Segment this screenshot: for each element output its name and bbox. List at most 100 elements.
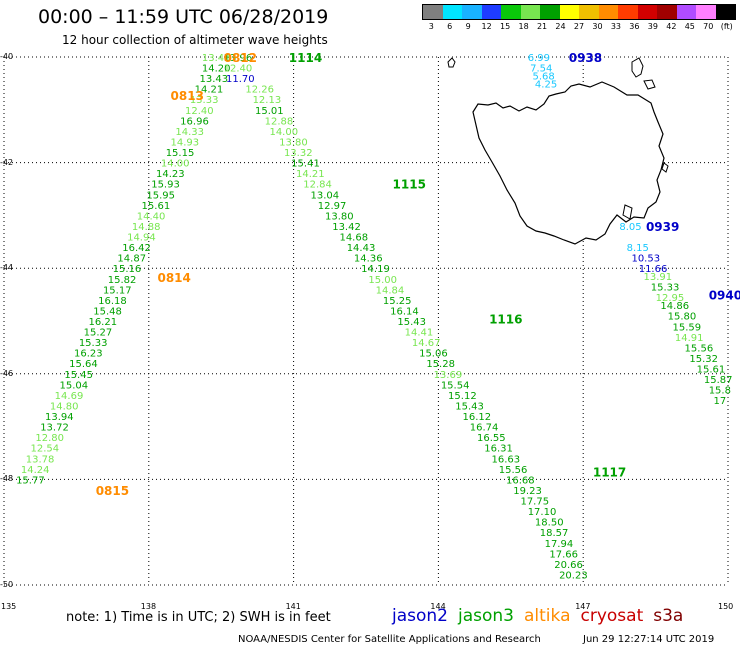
- satellite-legend-jason2: jason2: [392, 606, 448, 626]
- legend-swatch: [579, 5, 599, 19]
- legend-swatch: [598, 5, 618, 19]
- swh-value-label: 14.80: [50, 401, 79, 412]
- swh-value-label: 18.50: [535, 518, 564, 529]
- legend-swatch: [481, 5, 501, 19]
- swh-value-label: 15.41: [291, 159, 320, 170]
- swh-value-label: 13.94: [45, 412, 74, 423]
- swh-value-label: 15.17: [103, 285, 132, 296]
- swh-value-label: 14.84: [376, 285, 405, 296]
- swh-value-label: 14.19: [361, 264, 390, 275]
- swh-value-label: 12.88: [265, 116, 294, 127]
- lat-tick-label: -46: [0, 368, 14, 378]
- swh-value-label: 15.77: [16, 475, 45, 486]
- legend-swatch: [696, 5, 716, 19]
- swh-value-label: 14.40: [137, 211, 166, 222]
- legend-label: 30: [592, 22, 603, 31]
- lon-tick-label: 135: [1, 602, 17, 611]
- swh-value-label: 14.69: [55, 391, 84, 402]
- swh-value-label: 17.10: [528, 507, 557, 518]
- swh-value-label: 14.41: [405, 328, 434, 339]
- swh-value-label: 14.94: [127, 233, 156, 244]
- satellite-legend-s3a: s3a: [653, 606, 684, 626]
- swh-value-label: 14.68: [339, 233, 368, 244]
- legend-label: 45: [684, 22, 695, 31]
- track-time-label: 1116: [489, 312, 522, 326]
- swh-value-label: 20.66: [554, 560, 583, 571]
- swh-value-label: 14.00: [269, 127, 298, 138]
- track-time-labels: 0812 0813 0814 0815 1114 1115 1116 1117 0938 0939…: [96, 51, 740, 498]
- swh-value-label: 12.97: [318, 201, 347, 212]
- swh-value-label: 17: [714, 396, 727, 407]
- swh-value-label: 13.42: [332, 222, 361, 233]
- lon-tick-label: 138: [140, 602, 157, 611]
- satellite-legend-cryosat: cryosat: [580, 606, 644, 626]
- units-note: note: 1) Time is in UTC; 2) SWH is in fe…: [66, 610, 331, 625]
- swh-value-label: 15.43: [397, 317, 426, 328]
- lat-tick-label: -50: [0, 580, 14, 589]
- legend-swatch: [462, 5, 482, 19]
- swh-value-label: 8.05: [619, 222, 641, 233]
- swh-value-label: 15.80: [668, 312, 697, 323]
- lon-tick-label: 147: [575, 602, 591, 611]
- swh-value-label: 16.55: [477, 433, 506, 444]
- legend-swatch: [657, 5, 677, 19]
- swh-value-label: 14.93: [171, 137, 200, 148]
- legend-label: 6: [447, 22, 453, 31]
- swh-value-label: 13.43: [202, 53, 231, 64]
- swh-value-label: 14.36: [354, 254, 383, 265]
- color-legend: 3 6 9 12 15 18 21 24 27 30 33 36 39 42 45 70 (ft): [422, 4, 736, 31]
- swh-value-label: 14.00: [161, 159, 190, 170]
- lon-tick-label: 141: [285, 602, 301, 611]
- swh-value-label: 15.93: [151, 180, 180, 191]
- legend-label: 70: [703, 22, 714, 31]
- swh-value-label: 15.06: [419, 349, 448, 360]
- lat-tick-label: -48: [0, 474, 14, 484]
- bruny-island: [622, 204, 633, 220]
- swh-value-label: 16.18: [98, 296, 127, 307]
- satellite-legend: jason2 jason3 altika cryosat s3a: [392, 606, 693, 626]
- satellite-legend-jason3: jason3: [458, 606, 514, 626]
- track-time-label: 0938: [569, 51, 602, 65]
- swh-value-label: 15.87: [704, 375, 733, 386]
- tasmania-landmass: [472, 81, 665, 245]
- legend-label: 33: [610, 22, 622, 31]
- legend-swatch: [540, 5, 560, 19]
- track-time-label: 1114: [289, 51, 322, 65]
- lon-tick-label: 150: [718, 602, 734, 611]
- swh-value-label: 15.61: [697, 365, 726, 376]
- track-time-label: 0812: [224, 51, 257, 65]
- track-time-label: 1117: [593, 465, 626, 479]
- swh-value-label: 15.16: [113, 264, 142, 275]
- swh-value-label: 16.21: [88, 317, 117, 328]
- legend-label-row: 3 6 9 12 15 18 21 24 27 30 33 36 39 42 45 70 (ft): [422, 22, 736, 31]
- legend-label: 36: [629, 22, 640, 31]
- swh-value-label: 12.84: [303, 180, 332, 191]
- swh-value-label: 17.66: [549, 549, 578, 560]
- swh-value-label: 13.69: [434, 370, 463, 381]
- lat-tick-label: -40: [0, 52, 14, 61]
- swh-value-label: 14.87: [117, 254, 146, 265]
- legend-swatch: [559, 5, 579, 19]
- swh-value-label: 13.72: [40, 423, 69, 434]
- swh-value-label: 17.75: [520, 497, 549, 508]
- legend-swatch: [520, 5, 540, 19]
- legend-label: 27: [573, 22, 585, 31]
- swh-value-label: 14.21: [296, 169, 325, 180]
- swh-value-label: 14.21: [195, 85, 224, 96]
- swh-value-label: 12.13: [253, 95, 282, 106]
- swh-value-label: 12.95: [656, 293, 685, 304]
- swh-value-label: 15.01: [255, 106, 284, 117]
- swh-value-label: 15.12: [448, 391, 477, 402]
- swh-value-label: 16.14: [390, 306, 419, 317]
- swh-measurements: 13.4314.2013.4314.2113.3312.4016.9614.33…: [16, 53, 732, 581]
- swh-value-label: 16.23: [74, 349, 103, 360]
- legend-label: 3: [428, 22, 434, 31]
- swh-value-label: 13.80: [325, 211, 354, 222]
- swh-value-label: 13.04: [310, 190, 339, 201]
- track-time-label: 1115: [393, 178, 426, 192]
- swh-value-label: 15.04: [60, 380, 89, 391]
- swh-value-label: 10.53: [631, 254, 660, 265]
- credit-text: NOAA/NESDIS Center for Satellite Applica…: [238, 634, 541, 645]
- swh-value-label: 15.43: [455, 401, 484, 412]
